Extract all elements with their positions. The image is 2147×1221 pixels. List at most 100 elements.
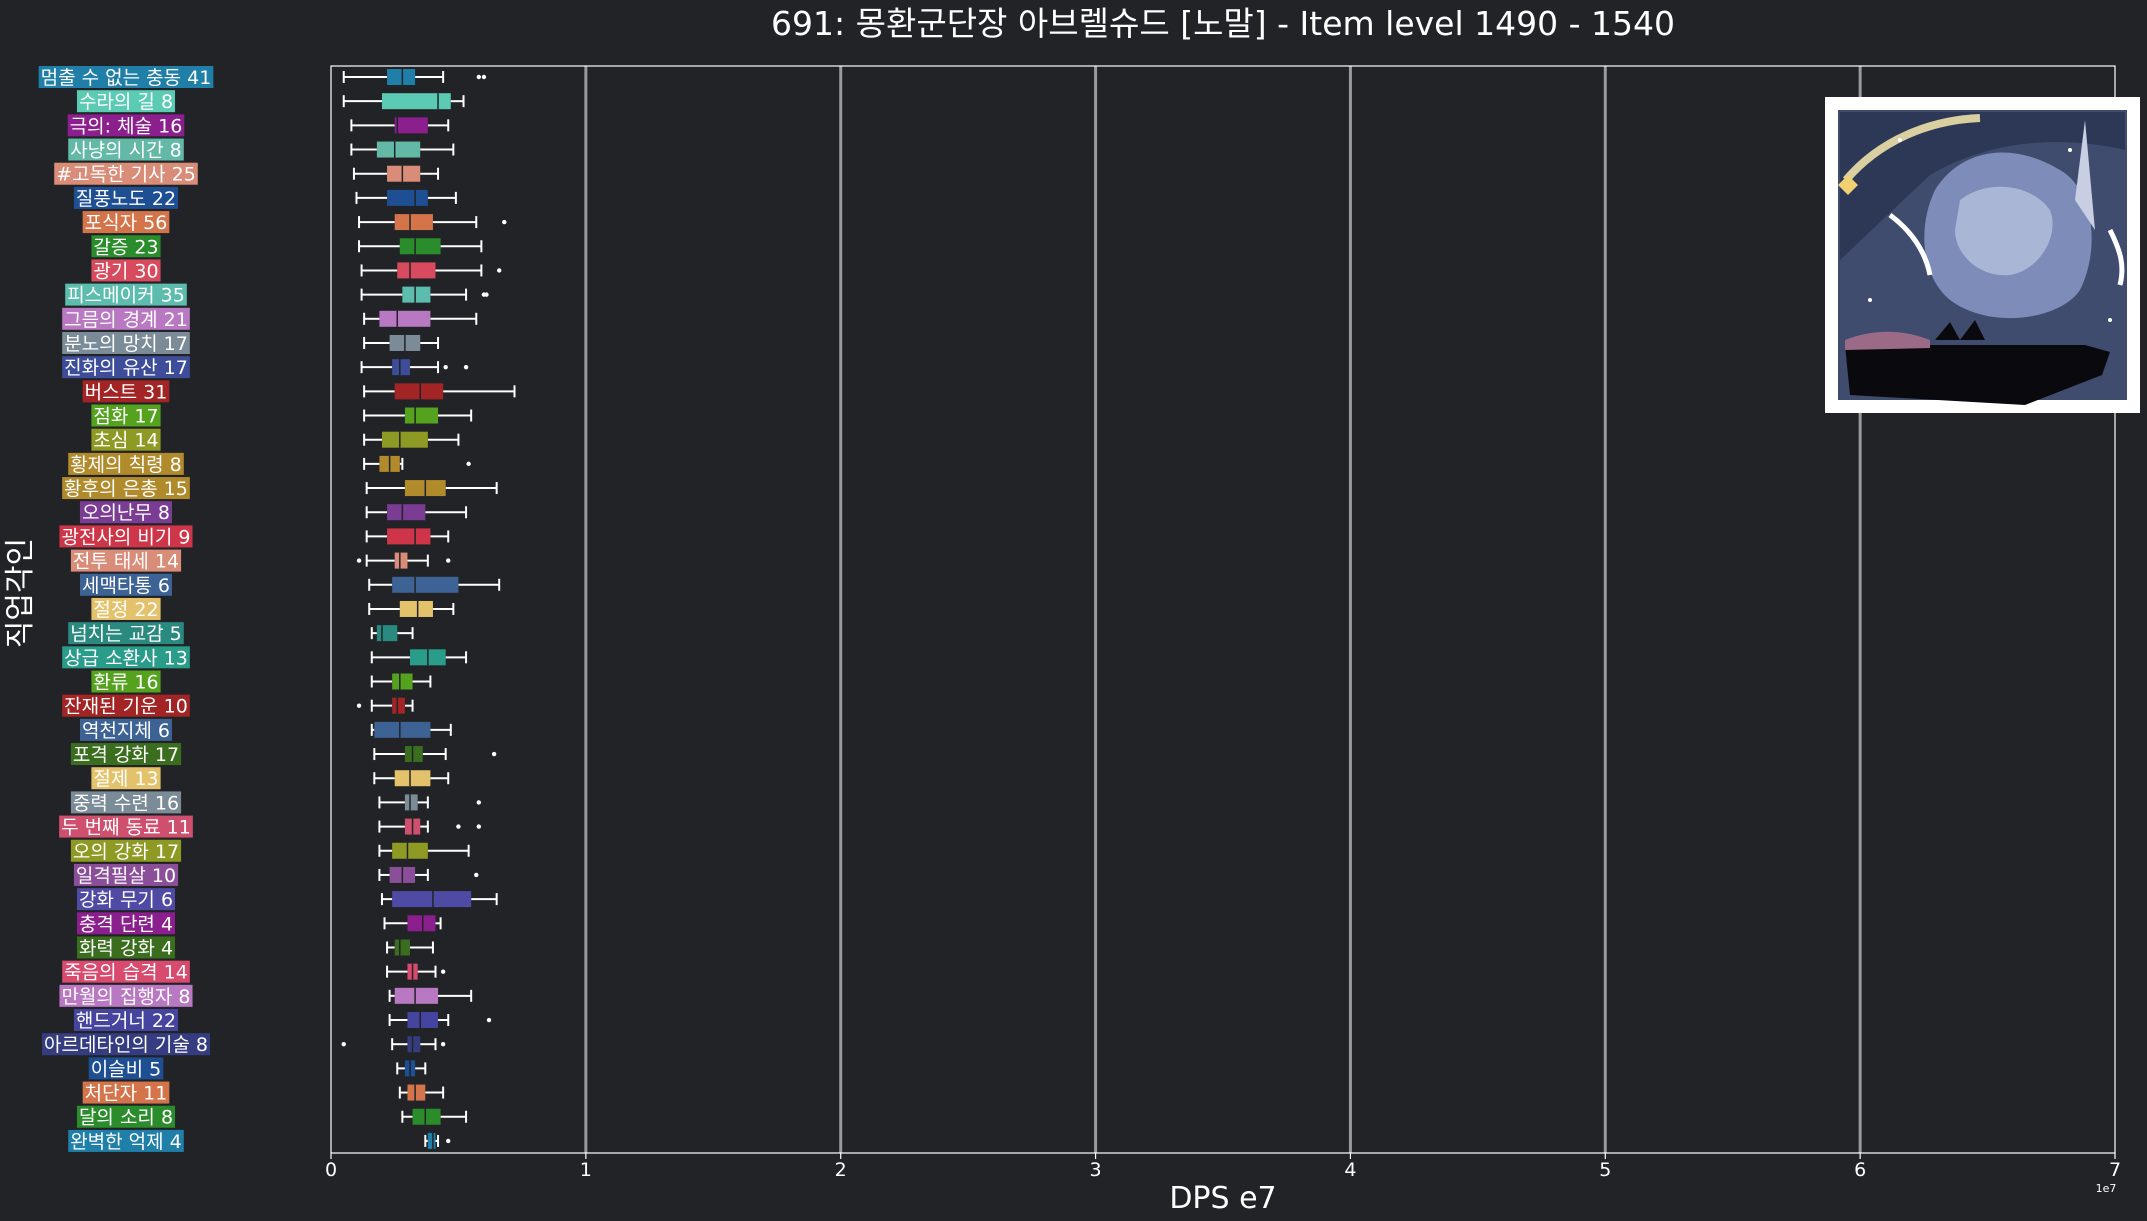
box-iqr: [392, 359, 411, 376]
category-label: 수라의 길 8: [76, 90, 176, 113]
outlier-point: [446, 1138, 451, 1144]
category-label: 세맥타통 6: [79, 573, 173, 597]
category-label-text: 달의 소리 8: [79, 1107, 173, 1129]
box-plot: [358, 238, 483, 255]
box-plot: [350, 141, 455, 158]
outlier-point: [491, 751, 497, 757]
y-axis-label: 직업각인: [3, 538, 38, 648]
box-iqr: [394, 117, 428, 134]
category-label: 핸드거너 22: [73, 1009, 179, 1032]
box-iqr: [387, 69, 416, 85]
category-label-background: [62, 694, 190, 717]
axis-offset-label: 1e7: [2096, 1182, 2117, 1195]
box-iqr: [397, 262, 436, 279]
category-label-text: 오의난무 8: [82, 502, 170, 524]
outlier-point: [440, 1042, 446, 1047]
category-label-text: 강화 무기 6: [79, 889, 173, 911]
box-plot: [368, 600, 455, 617]
category-label-background: [91, 670, 161, 693]
x-tick-label: 5: [1599, 1159, 1611, 1181]
category-label: 포격 강화 17: [70, 743, 182, 766]
category-label-background: [76, 888, 176, 911]
box-iqr: [394, 987, 439, 1004]
box-iqr: [394, 939, 411, 956]
category-label: 절제 13: [91, 767, 161, 790]
x-tick-label: 3: [1090, 1159, 1102, 1181]
box-iqr: [404, 407, 439, 424]
boss-thumbnail-image: [1825, 97, 2140, 413]
category-label-background: [76, 912, 176, 935]
category-label-background: [62, 646, 190, 669]
category-label: 질풍노도 22: [73, 186, 179, 210]
box-plot: [386, 963, 446, 980]
category-label-text: 멈출 수 없는 충동 41: [41, 67, 212, 89]
box-iqr: [407, 1036, 421, 1053]
category-label-background: [59, 984, 193, 1007]
category-label: 극의: 체술 16: [67, 114, 185, 137]
box-plot: [388, 987, 473, 1004]
box-series: [341, 69, 516, 1149]
box-plot: [342, 69, 487, 85]
category-label-background: [82, 1081, 170, 1104]
outlier-point: [466, 461, 471, 467]
category-label-text: 포격 강화 17: [73, 744, 179, 766]
category-label-text: #고독한 기사 25: [56, 164, 196, 186]
box-plot: [365, 480, 498, 497]
outlier-point: [356, 703, 362, 708]
category-label-background: [73, 863, 179, 886]
category-label-background: [59, 815, 193, 838]
category-label: 처단자 11: [82, 1081, 170, 1105]
category-label-text: 일격필살 10: [76, 865, 176, 887]
category-label-background: [91, 235, 161, 258]
box-plot: [342, 93, 465, 110]
box-plot: [355, 189, 457, 206]
box-plot: [360, 286, 489, 303]
category-label-text: 질풍노도 22: [76, 188, 176, 210]
category-label-background: [70, 743, 182, 766]
category-label: 달의 소리 8: [76, 1105, 176, 1129]
category-label-background: [70, 549, 182, 572]
category-label: #고독한 기사 25: [54, 162, 198, 186]
category-label-text: 만월의 집행자 8: [61, 986, 190, 1008]
category-label-text: 포식자 56: [85, 212, 168, 234]
category-label-background: [70, 791, 182, 814]
category-label: 아르데타인의 기술 8: [41, 1033, 211, 1056]
category-label-text: 분노의 망치 17: [64, 333, 188, 355]
box-iqr: [404, 746, 423, 763]
x-axis-label: DPS e7: [1169, 1181, 1276, 1216]
box-plot: [378, 818, 482, 835]
box-plot: [370, 649, 468, 666]
box-iqr: [399, 600, 433, 617]
category-label-text: 버스트 31: [85, 381, 168, 403]
category-label-text: 진화의 유산 17: [64, 357, 188, 379]
category-label: 역천지체 6: [79, 718, 173, 742]
box-plot: [363, 407, 473, 424]
box-iqr: [381, 93, 451, 110]
category-label: 피스메이커 35: [65, 283, 187, 307]
box-iqr: [394, 770, 431, 787]
outlier-point: [476, 824, 482, 829]
outlier-point: [456, 824, 461, 829]
category-label-text: 절제 13: [93, 768, 158, 790]
box-plot: [370, 625, 414, 642]
x-tick-label: 0: [325, 1159, 337, 1181]
category-label-background: [91, 428, 161, 451]
box-iqr: [394, 214, 433, 231]
category-label-background: [76, 1105, 176, 1128]
category-label-text: 죽음의 습격 14: [64, 962, 188, 984]
category-label-text: 광전사의 비기 9: [61, 526, 190, 548]
category-label-text: 사냥의 시간 8: [70, 140, 182, 162]
outlier-point: [463, 364, 469, 370]
category-label-background: [91, 404, 161, 427]
category-label-text: 상급 소환사 13: [64, 647, 188, 669]
box-plot: [363, 455, 471, 472]
box-iqr: [376, 141, 421, 158]
category-label: 환류 16: [91, 670, 161, 694]
outlier-point: [476, 800, 482, 805]
category-label-text: 처단자 11: [85, 1083, 168, 1105]
category-label-text: 세맥타통 6: [82, 575, 170, 597]
category-label-text: 잔재된 기운 10: [64, 696, 188, 718]
box-iqr: [376, 625, 398, 642]
